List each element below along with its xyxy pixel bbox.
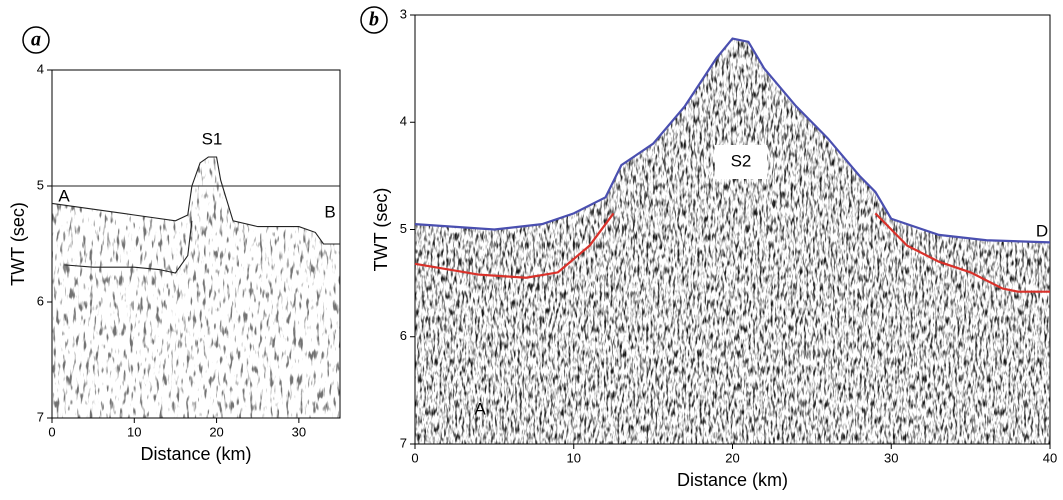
annotation: A [474, 399, 486, 418]
annotation: D [1036, 221, 1048, 240]
x-tick-label: 20 [725, 450, 739, 465]
y-axis-title: TWT (sec) [8, 202, 28, 286]
x-tick-label: 10 [567, 450, 581, 465]
annotation: S2 [731, 151, 752, 170]
seismic-image [415, 38, 1050, 444]
y-tick-label: 7 [37, 409, 44, 424]
x-tick-label: 0 [48, 424, 55, 439]
panel-label: a [31, 29, 41, 51]
x-tick-label: 20 [209, 424, 223, 439]
y-tick-label: 6 [400, 328, 407, 343]
y-tick-label: 5 [400, 221, 407, 236]
x-tick-label: 10 [127, 424, 141, 439]
y-axis-title: TWT (sec) [371, 188, 391, 272]
label-box [715, 145, 767, 179]
horizon-line [414, 212, 1050, 293]
panel-badge [22, 26, 50, 54]
annotation: B [324, 202, 335, 221]
panel-badge [360, 6, 388, 34]
y-tick-label: 5 [37, 177, 44, 192]
annotation: S1 [202, 129, 223, 148]
x-tick-label: 30 [292, 424, 306, 439]
horizon-line [414, 37, 1051, 244]
x-tick-label: 30 [884, 450, 898, 465]
x-tick-label: 40 [1043, 450, 1057, 465]
horizon-line [51, 156, 340, 245]
y-tick-label: 4 [400, 114, 407, 129]
x-axis-title: Distance (km) [140, 444, 251, 464]
y-tick-label: 7 [400, 435, 407, 450]
y-tick-label: 6 [37, 293, 44, 308]
horizon-line [64, 220, 193, 274]
annotation: A [58, 186, 70, 205]
seismic-image [52, 157, 340, 418]
y-tick-label: 4 [37, 61, 44, 76]
x-tick-label: 0 [411, 450, 418, 465]
y-tick-label: 3 [400, 6, 407, 21]
panel-label: b [369, 9, 379, 31]
x-axis-title: Distance (km) [677, 470, 788, 490]
